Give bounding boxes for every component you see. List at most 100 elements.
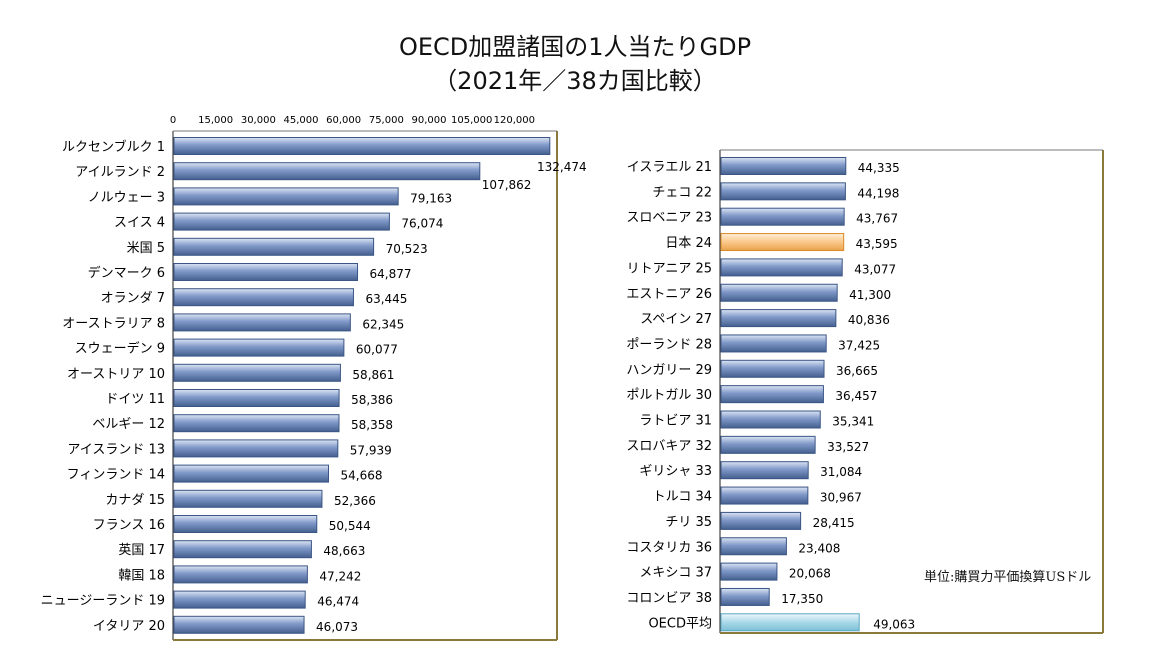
bar [173,237,375,256]
value-label: 44,335 [858,161,900,175]
category-label: イタリア 20 [93,619,165,634]
value-label: 23,408 [798,541,840,555]
value-label: 63,445 [365,292,407,306]
value-label: 52,366 [334,494,376,508]
category-label: トルコ 34 [653,490,712,505]
bar [173,137,551,155]
category-label: オランダ 7 [101,291,165,306]
category-label: ノルウェー 3 [88,190,165,205]
bar [720,537,787,556]
value-label: 107,862 [482,178,532,192]
value-label: 36,457 [835,389,877,403]
value-label: 43,595 [856,237,898,251]
category-label: 韓国 18 [118,568,165,583]
value-label: 48,663 [323,544,365,558]
bar [720,385,824,404]
value-label: 54,668 [341,469,383,483]
bar [720,613,860,632]
value-label: 28,415 [813,516,855,530]
bar [173,489,323,508]
bar [173,212,390,231]
category-label: オーストラリア 8 [62,316,165,331]
value-label: 76,074 [401,217,443,231]
value-label: 40,836 [848,313,890,327]
value-label: 60,077 [356,343,398,357]
bar [173,363,341,382]
value-label: 57,939 [350,443,392,457]
category-label: コロンビア 38 [626,591,712,606]
unit-note: 単位:購買力平価換算USドル [924,570,1092,585]
bar [720,511,802,530]
category-label: OECD平均 [648,616,712,631]
x-tick-label: 0 [170,115,176,126]
value-label: 50,544 [329,519,371,533]
bar [720,461,809,480]
bar [173,439,339,458]
left-chart-panel: 0 15,000 30,000 45,000 60,000 75,000 90,000 105… [41,115,587,641]
category-label: スウェーデン 9 [75,341,165,357]
value-label: 36,665 [836,364,878,378]
bar [720,562,778,581]
x-tick-label: 105,000 [451,115,492,126]
category-label: チェコ 22 [652,185,712,200]
x-tick-label: 90,000 [412,115,447,126]
category-label: 英国 17 [118,543,165,558]
category-label: フランス 16 [93,518,165,533]
category-label: アイスランド 13 [67,442,165,457]
bar [173,565,308,584]
value-label: 64,877 [370,267,412,281]
category-label: 日本 24 [665,236,712,251]
category-label: デンマーク 6 [88,265,165,281]
bar [720,157,847,175]
value-label: 46,474 [317,595,359,609]
bar [720,309,837,328]
value-label: 41,300 [849,288,891,302]
value-label: 70,523 [386,242,428,256]
category-label: リトアニア 25 [627,261,712,276]
category-label: ニュージーランド 19 [41,594,165,609]
bar [720,435,816,454]
bar [173,515,318,533]
bar [173,389,340,407]
bar [173,540,312,559]
category-label: ギリシャ 33 [639,464,712,479]
bar [720,182,846,201]
value-label: 58,386 [351,393,393,407]
x-tick-label: 120,000 [494,115,535,126]
category-label: メキシコ 37 [639,566,712,581]
bar [173,187,399,206]
value-label: 43,077 [854,262,896,276]
value-label: 58,358 [351,418,393,432]
value-label: 30,967 [820,491,862,505]
value-label: 35,341 [832,415,874,429]
category-label: イスラエル 21 [627,160,712,175]
value-label: 20,068 [789,567,831,581]
category-label: チリ 35 [665,515,712,530]
category-label: フィンランド 14 [67,468,165,483]
category-label: ポーランド 28 [626,337,712,352]
category-label: 米国 5 [127,241,165,256]
category-label: ハンガリー 29 [626,363,712,378]
value-label: 17,350 [781,592,823,606]
category-label: コスタリカ 36 [626,540,712,555]
bar [173,288,354,307]
x-tick-label: 75,000 [369,115,404,126]
bar [173,162,481,181]
value-label: 47,242 [319,569,361,583]
category-label: スペイン 27 [640,312,712,327]
category-label: スロベニア 23 [626,211,712,226]
value-label: 31,084 [820,465,862,479]
x-tick-label: 45,000 [284,115,319,126]
category-label: ベルギー 12 [92,417,165,432]
bar [720,207,845,226]
value-label: 79,163 [410,191,452,205]
category-label: ポルトガル 30 [626,388,712,403]
value-label: 37,425 [838,338,880,352]
category-label: ラトビア 31 [639,414,712,429]
category-label: カナダ 15 [105,493,165,508]
right-chart-panel: イスラエル 21 44,335 チェコ 22 44,198 スロベニア 23 43,767… [626,149,1104,634]
category-label: オーストリア 10 [67,367,165,382]
bar [173,615,305,634]
value-label: 62,345 [362,317,404,331]
category-label: エストニア 26 [626,287,712,302]
